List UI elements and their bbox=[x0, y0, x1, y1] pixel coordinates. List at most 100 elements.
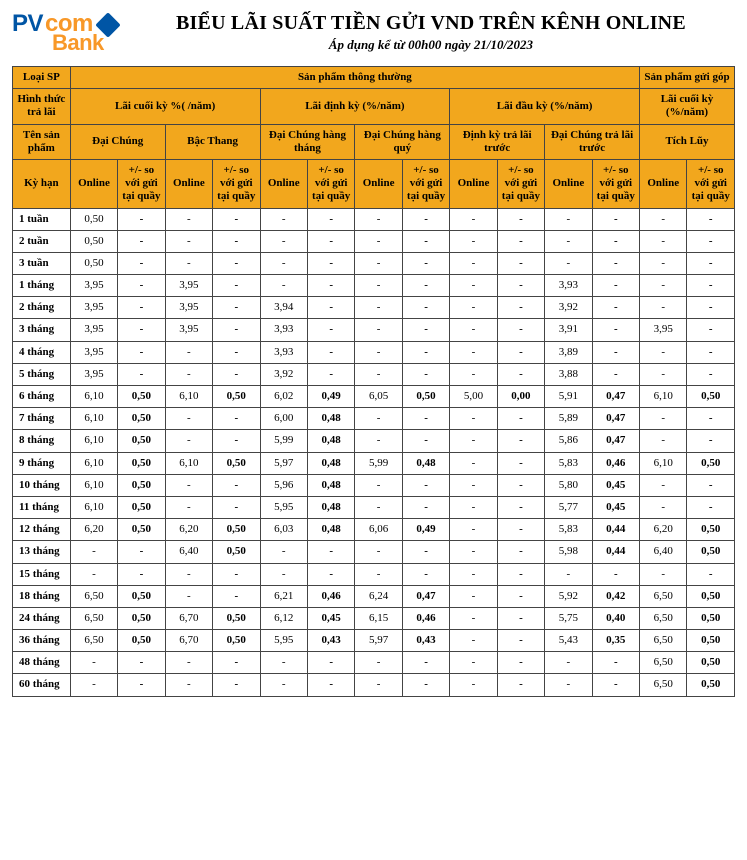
rate-cell: 6,21 bbox=[260, 585, 307, 607]
rate-cell: 0,48 bbox=[307, 430, 354, 452]
rate-cell: 6,10 bbox=[70, 430, 117, 452]
rate-cell: - bbox=[687, 252, 735, 274]
rate-cell: - bbox=[307, 297, 354, 319]
rate-cell: - bbox=[307, 252, 354, 274]
term-cell: 15 tháng bbox=[13, 563, 71, 585]
rate-cell: 0,50 bbox=[70, 252, 117, 274]
hdr-hinh-thuc: Hình thức trả lãi bbox=[13, 89, 71, 124]
table-row: 3 tuần0,50------------- bbox=[13, 252, 735, 274]
rate-cell: - bbox=[497, 275, 544, 297]
rate-cell: - bbox=[450, 607, 497, 629]
rate-cell: 0,49 bbox=[307, 386, 354, 408]
rate-cell: - bbox=[307, 275, 354, 297]
rate-cell: - bbox=[355, 252, 402, 274]
rate-cell: 6,50 bbox=[640, 585, 687, 607]
rate-cell: 0,50 bbox=[213, 607, 260, 629]
rate-cell: 5,89 bbox=[545, 408, 592, 430]
rate-cell: - bbox=[640, 563, 687, 585]
hdr-sub: Online bbox=[355, 159, 402, 208]
rate-cell: 3,95 bbox=[70, 297, 117, 319]
rate-cell: 3,95 bbox=[165, 297, 212, 319]
rate-cell: 3,88 bbox=[545, 363, 592, 385]
rate-table: Loại SP Sản phẩm thông thường Sản phẩm g… bbox=[12, 66, 735, 697]
hdr-sub: +/- so với gửi tại quầy bbox=[402, 159, 449, 208]
term-cell: 10 tháng bbox=[13, 474, 71, 496]
rate-cell: - bbox=[497, 452, 544, 474]
rate-cell: - bbox=[355, 275, 402, 297]
rate-cell: 0,44 bbox=[592, 541, 639, 563]
rate-cell: - bbox=[118, 541, 165, 563]
rate-cell: 6,06 bbox=[355, 519, 402, 541]
rate-cell: 5,77 bbox=[545, 496, 592, 518]
rate-cell: 0,47 bbox=[402, 585, 449, 607]
rate-cell: - bbox=[118, 275, 165, 297]
rate-cell: - bbox=[260, 252, 307, 274]
rate-cell: - bbox=[497, 585, 544, 607]
rate-cell: 6,20 bbox=[70, 519, 117, 541]
hdr-loai-sp: Loại SP bbox=[13, 67, 71, 89]
rate-cell: 6,40 bbox=[165, 541, 212, 563]
rate-cell: 3,91 bbox=[545, 319, 592, 341]
rate-cell: - bbox=[450, 630, 497, 652]
rate-cell: - bbox=[70, 541, 117, 563]
rate-cell: 0,50 bbox=[118, 607, 165, 629]
rate-cell: - bbox=[213, 430, 260, 452]
rate-cell: 0,50 bbox=[213, 541, 260, 563]
table-body: 1 tuần0,50-------------2 tuần0,50-------… bbox=[13, 208, 735, 696]
rate-cell: 3,95 bbox=[165, 319, 212, 341]
rate-cell: 3,95 bbox=[70, 275, 117, 297]
rate-cell: - bbox=[592, 230, 639, 252]
rate-cell: 0,48 bbox=[402, 452, 449, 474]
rate-cell: - bbox=[355, 341, 402, 363]
hdr-sub: Online bbox=[545, 159, 592, 208]
table-row: 2 tháng3,95-3,95-3,94-----3,92--- bbox=[13, 297, 735, 319]
hdr-lai-cuoi-ky-gop: Lãi cuối kỳ (%/năm) bbox=[640, 89, 735, 124]
rate-cell: 5,97 bbox=[260, 452, 307, 474]
rate-cell: 6,15 bbox=[355, 607, 402, 629]
table-row: 7 tháng6,100,50--6,000,48----5,890,47-- bbox=[13, 408, 735, 430]
rate-cell: 0,50 bbox=[687, 585, 735, 607]
rate-cell: - bbox=[640, 496, 687, 518]
rate-cell: - bbox=[118, 341, 165, 363]
rate-cell: 6,10 bbox=[640, 386, 687, 408]
rate-cell: 6,50 bbox=[640, 630, 687, 652]
rate-cell: 3,95 bbox=[640, 319, 687, 341]
rate-cell: - bbox=[118, 674, 165, 696]
rate-cell: - bbox=[592, 674, 639, 696]
hdr-sub: +/- so với gửi tại quầy bbox=[497, 159, 544, 208]
rate-cell: 6,10 bbox=[70, 386, 117, 408]
rate-cell: - bbox=[118, 252, 165, 274]
rate-cell: 5,92 bbox=[545, 585, 592, 607]
hdr-dc-thang: Đại Chúng hàng tháng bbox=[260, 124, 355, 159]
rate-cell: - bbox=[402, 496, 449, 518]
rate-cell: 3,95 bbox=[70, 363, 117, 385]
table-row: 1 tuần0,50------------- bbox=[13, 208, 735, 230]
rate-cell: - bbox=[260, 230, 307, 252]
rate-cell: - bbox=[687, 430, 735, 452]
rate-cell: - bbox=[402, 208, 449, 230]
hdr-dc-truoc: Đại Chúng trả lãi trước bbox=[545, 124, 640, 159]
rate-cell: - bbox=[497, 652, 544, 674]
rate-cell: - bbox=[355, 208, 402, 230]
rate-cell: - bbox=[592, 208, 639, 230]
rate-cell: - bbox=[165, 408, 212, 430]
rate-cell: - bbox=[213, 563, 260, 585]
rate-cell: - bbox=[450, 230, 497, 252]
rate-cell: 5,83 bbox=[545, 452, 592, 474]
rate-cell: - bbox=[497, 363, 544, 385]
logo-bank: Bank bbox=[52, 32, 104, 54]
rate-cell: - bbox=[497, 319, 544, 341]
rate-cell: - bbox=[592, 652, 639, 674]
rate-cell: - bbox=[497, 474, 544, 496]
rate-cell: 0,50 bbox=[687, 674, 735, 696]
rate-cell: - bbox=[402, 430, 449, 452]
rate-cell: - bbox=[402, 341, 449, 363]
rate-cell: - bbox=[640, 408, 687, 430]
rate-cell: - bbox=[497, 297, 544, 319]
rate-cell: 0,44 bbox=[592, 519, 639, 541]
rate-cell: - bbox=[687, 275, 735, 297]
rate-cell: - bbox=[213, 252, 260, 274]
rate-cell: 5,98 bbox=[545, 541, 592, 563]
hdr-sub: Online bbox=[260, 159, 307, 208]
rate-cell: 5,91 bbox=[545, 386, 592, 408]
